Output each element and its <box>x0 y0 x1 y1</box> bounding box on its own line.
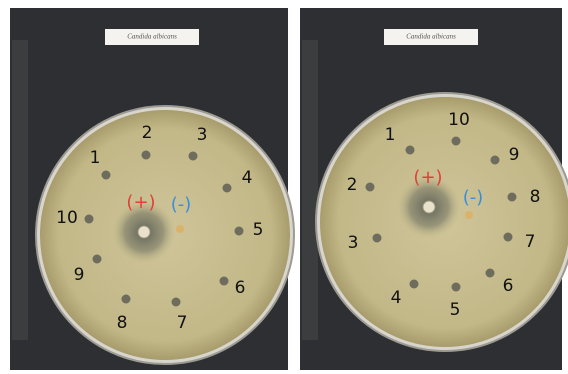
test-disk <box>235 227 244 236</box>
disk-number: 5 <box>253 220 264 240</box>
disk-number: 8 <box>530 187 541 207</box>
test-disk <box>93 255 102 264</box>
test-disk <box>452 137 461 146</box>
ruler-left <box>12 40 28 340</box>
disk-number: 5 <box>450 300 461 320</box>
test-disk <box>85 215 94 224</box>
disk-number: 4 <box>391 288 402 308</box>
test-disk <box>223 184 232 193</box>
disk-number: 2 <box>142 123 153 143</box>
control-disk <box>423 201 435 213</box>
disk-number: 10 <box>448 110 470 130</box>
disk-number: 1 <box>90 148 101 168</box>
test-disk <box>366 183 375 192</box>
disk-number: 7 <box>177 313 188 333</box>
disk-number: 9 <box>74 265 85 285</box>
test-disk <box>406 146 415 155</box>
test-disk <box>373 234 382 243</box>
test-disk <box>486 269 495 278</box>
test-disk <box>172 298 181 307</box>
test-disk <box>491 156 500 165</box>
plate-label: Candida albicans <box>127 33 177 41</box>
disk-number: 2 <box>347 175 358 195</box>
disk-number: 8 <box>117 313 128 333</box>
disk-number: 3 <box>197 125 208 145</box>
disk-number: 4 <box>242 168 253 188</box>
test-disk <box>452 283 461 292</box>
disk-number: 10 <box>56 208 78 228</box>
test-disk <box>189 152 198 161</box>
negative-disk <box>176 225 184 233</box>
test-disk <box>220 277 229 286</box>
test-disk <box>508 193 517 202</box>
negative-control: (-) <box>171 194 192 215</box>
photo-pair: Candida albicans 1 2 3 4 5 6 7 8 9 10 (+) (-) Candida… <box>0 0 568 374</box>
disk-number: 7 <box>525 232 536 252</box>
positive-control: (+) <box>126 192 155 213</box>
disk-number: 1 <box>385 125 396 145</box>
test-disk <box>102 171 111 180</box>
negative-control: (-) <box>463 187 484 208</box>
disk-number: 6 <box>503 276 514 296</box>
test-disk <box>410 280 419 289</box>
negative-disk <box>465 211 473 219</box>
test-disk <box>142 151 151 160</box>
disk-number: 9 <box>509 145 520 165</box>
test-disk <box>504 233 513 242</box>
ruler-right <box>302 40 318 340</box>
disk-number: 6 <box>235 278 246 298</box>
control-disk <box>138 226 150 238</box>
positive-control: (+) <box>413 167 442 188</box>
disk-number: 3 <box>348 233 359 253</box>
test-disk <box>122 295 131 304</box>
plate-label: Candida albicans <box>406 33 456 41</box>
